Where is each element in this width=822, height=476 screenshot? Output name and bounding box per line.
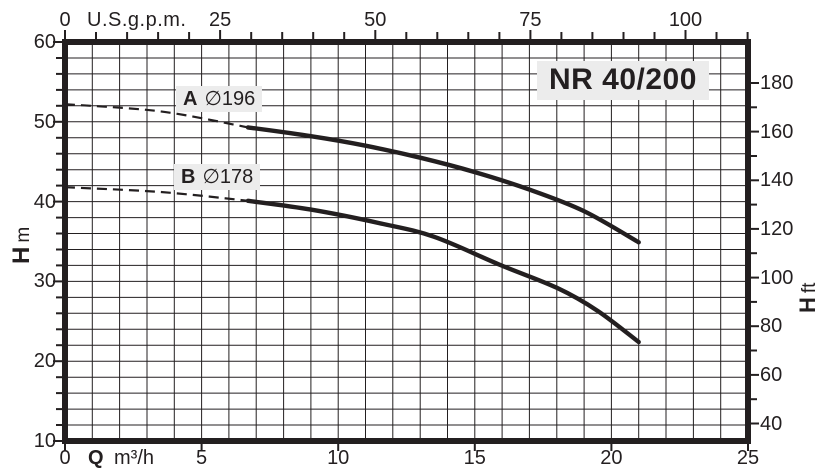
curve-b-dashed-segment	[64, 186, 249, 202]
curve-a-dashed-segment	[64, 103, 249, 129]
curve-b-solid-segment	[245, 198, 641, 345]
curve-a-solid-segment	[245, 125, 641, 245]
